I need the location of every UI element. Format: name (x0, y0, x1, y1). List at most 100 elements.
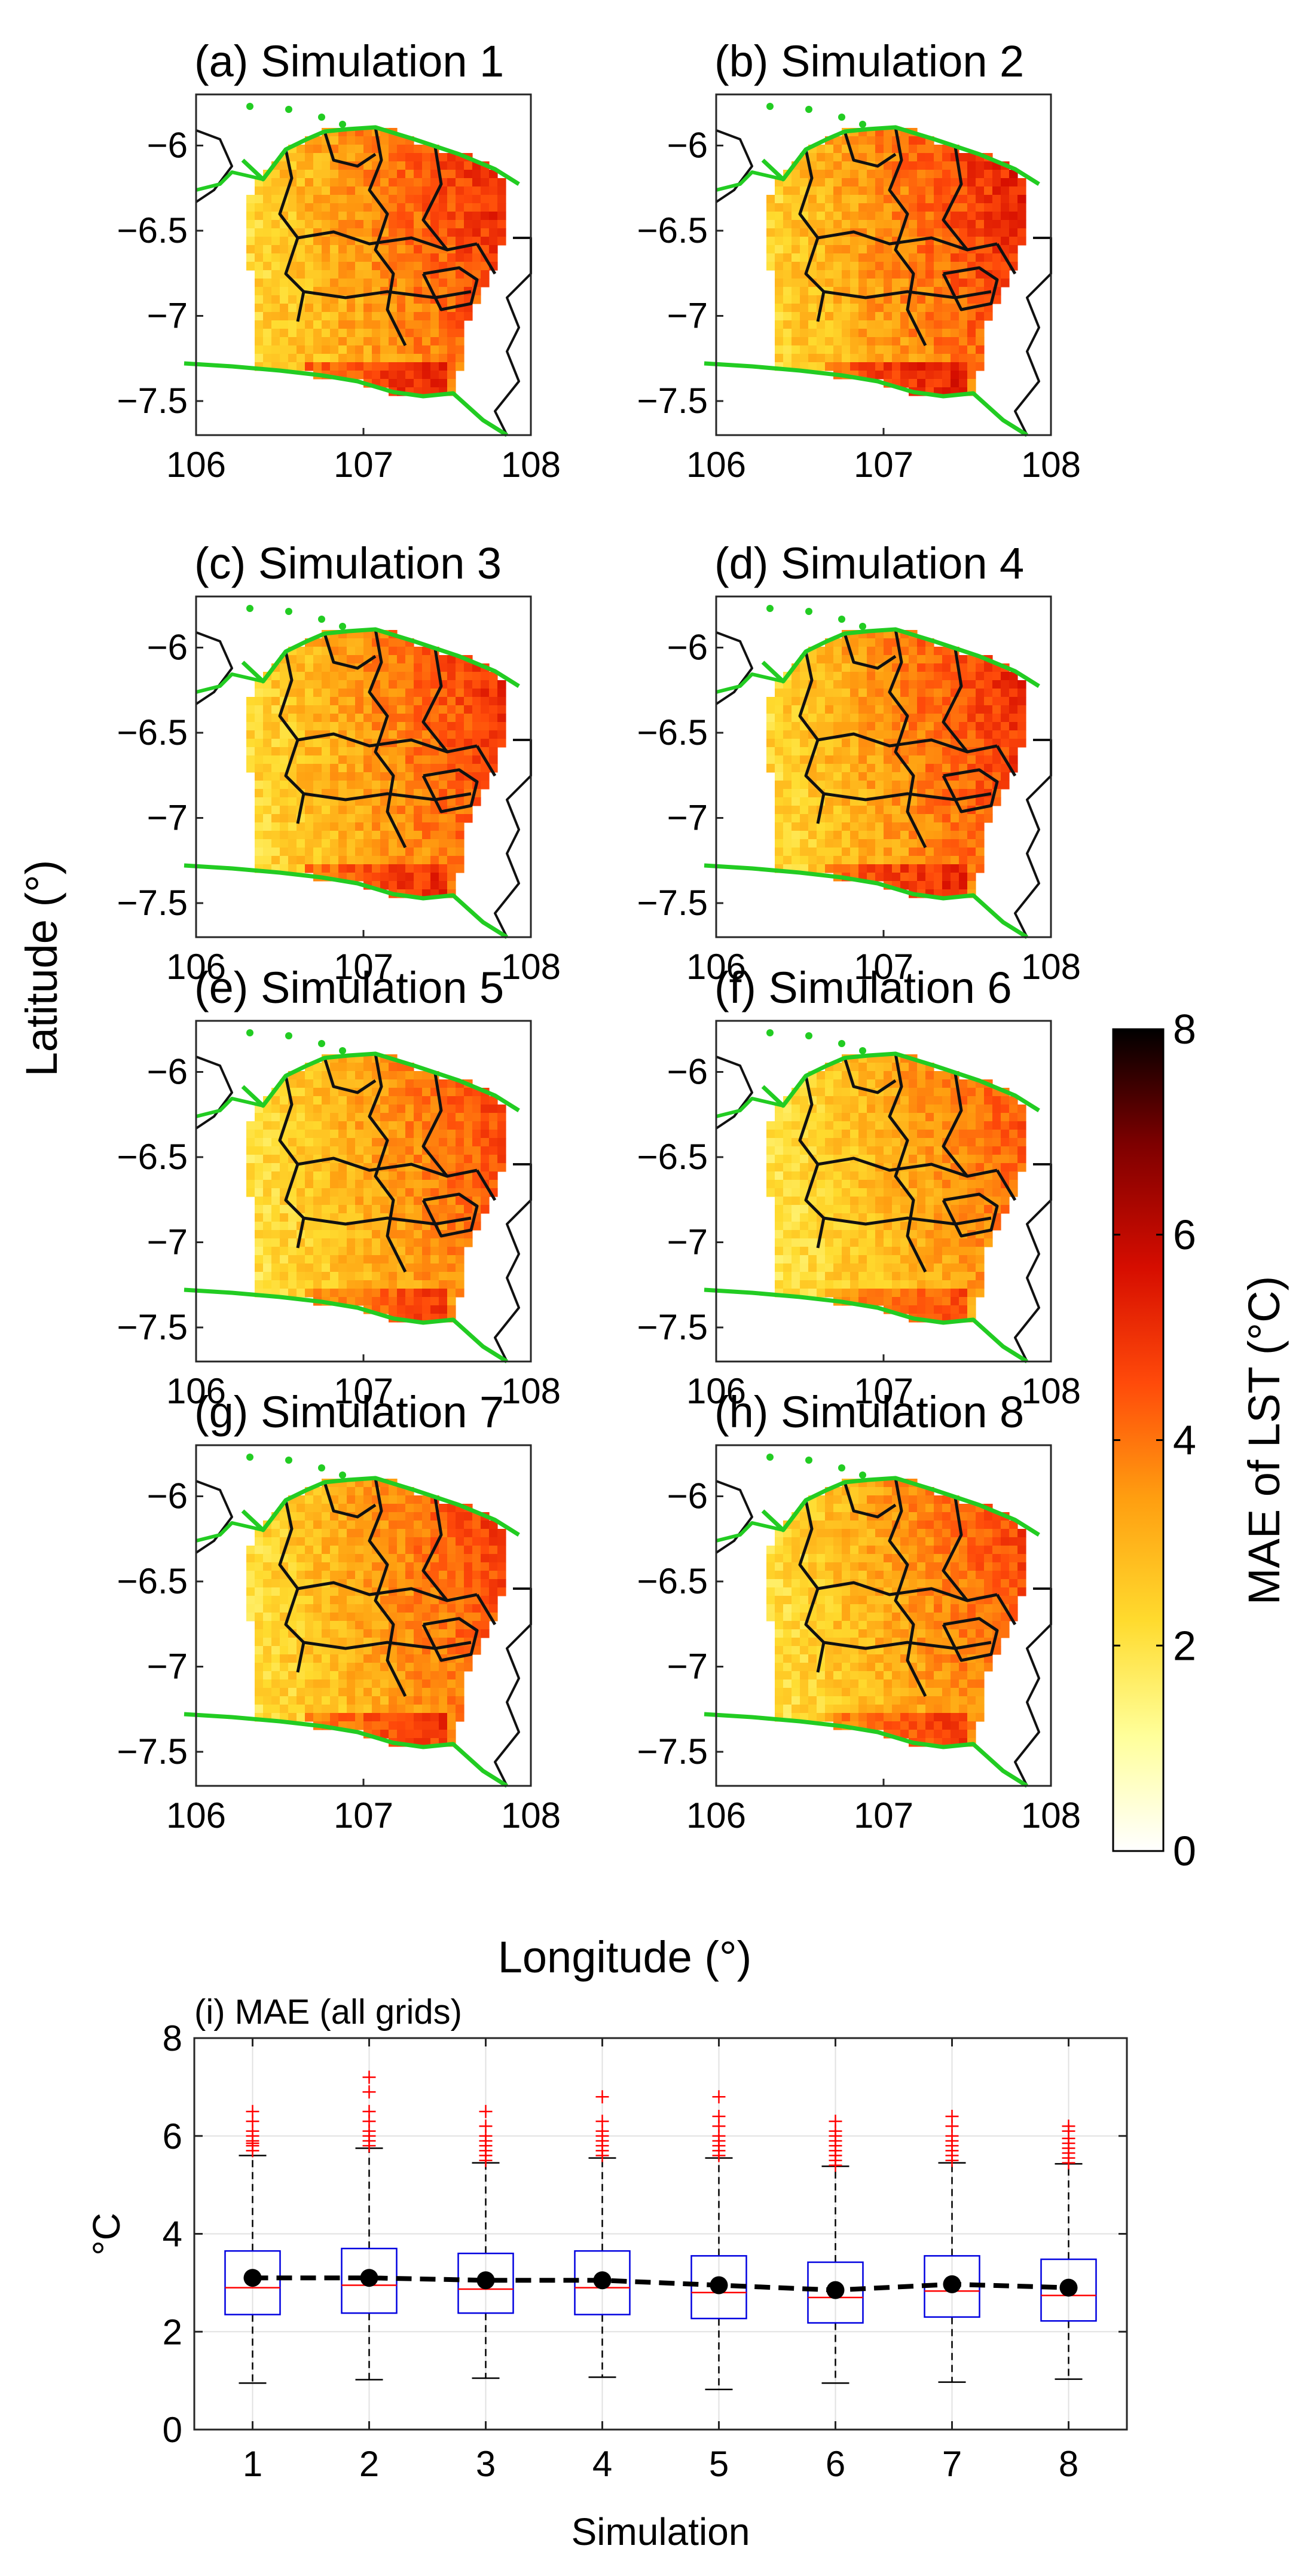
map-boundary-line (715, 1056, 753, 1130)
map-panel-title: (h) Simulation 8 (714, 1387, 1024, 1437)
map-x-tick-label: 108 (1021, 445, 1081, 485)
map-heat-cells (246, 128, 506, 396)
boxplot-y-label: °C (85, 2213, 128, 2256)
outlier-marker (595, 2090, 609, 2104)
map-x-tick-label: 106 (686, 1795, 746, 1835)
map-boundary-line (323, 1482, 377, 1519)
map-boundary-line (494, 1587, 532, 1786)
map-y-tick-label: −6.5 (637, 210, 708, 250)
map-boundary-line (241, 1051, 520, 1112)
map-y-tick-label: −7.5 (117, 1307, 188, 1347)
map-boundary-line (823, 1216, 992, 1226)
map-heat-cells (766, 128, 1026, 396)
map-boundary-line (843, 633, 897, 670)
map-boundary-line (942, 1073, 968, 1177)
map-y-tick-label: −6.5 (117, 712, 188, 752)
map-panel-title: (d) Simulation 4 (714, 539, 1024, 588)
map-panel-7: (g) Simulation 7 106 107 108 −6 −6.5 −7 −7.5 (117, 1387, 561, 1835)
map-x-tick-label: 107 (854, 947, 913, 987)
map-boundary-line (888, 1053, 927, 1273)
map-x-tick-label: 106 (166, 445, 226, 485)
map-panel-title: (f) Simulation 6 (714, 963, 1012, 1012)
box-simulation-8 (1040, 2119, 1097, 2380)
map-x-tick-label: 106 (686, 1371, 746, 1411)
map-boundary-line (995, 1593, 1017, 1626)
map-boundary-line (323, 1057, 377, 1094)
mean-point (710, 2276, 728, 2294)
map-boundary-line (761, 1051, 1040, 1112)
latitude-axis-label: Latitude (°) (17, 860, 66, 1077)
map-boundary-line (303, 1216, 472, 1226)
map-boundary-line (942, 648, 968, 753)
map-x-tick-label: 108 (1021, 1795, 1081, 1835)
map-boundary-line (195, 631, 233, 705)
map-panel-title: (e) Simulation 5 (194, 963, 504, 1012)
map-boundary-line (1014, 1163, 1052, 1362)
boxplot-x-tick-label: 2 (359, 2444, 379, 2484)
map-boundary-line (1014, 739, 1052, 938)
map-boundary-line (817, 1157, 998, 1178)
boxplot-x-tick-label: 5 (709, 2444, 729, 2484)
map-boundary-line (704, 1712, 1028, 1788)
map-y-tick-label: −6.5 (117, 1561, 188, 1601)
map-boundary-line (704, 361, 1028, 437)
boxplot-x-tick-label: 7 (942, 2444, 962, 2484)
map-boundary-line (184, 361, 508, 437)
map-heat-cells (766, 1054, 1026, 1323)
map-boundary-line (817, 1581, 998, 1602)
map-x-tick-label: 107 (854, 445, 913, 485)
boxplot-x-tick-label: 1 (243, 2444, 262, 2484)
map-boundary-line (843, 131, 897, 168)
outlier-marker (595, 2115, 609, 2128)
map-boundary-line (843, 1482, 897, 1519)
mean-point (243, 2269, 262, 2287)
boxplot-y-tick-label: 4 (163, 2214, 182, 2254)
mean-line (252, 2275, 1069, 2293)
map-boundary-line (888, 1477, 927, 1697)
map-panel-8: (h) Simulation 8 106 107 108 −6 −6.5 −7 −7.5 (637, 1387, 1081, 1835)
map-boundary-line (195, 129, 233, 203)
boxplot-y-tick-label: 0 (163, 2410, 182, 2450)
map-x-tick-label: 107 (334, 1371, 393, 1411)
map-y-tick-label: −7 (147, 1222, 188, 1262)
map-x-tick-label: 107 (854, 1371, 913, 1411)
iqr-box (690, 2255, 747, 2320)
map-boundary-line (942, 266, 999, 311)
map-boundary-line (195, 1480, 233, 1554)
map-panel-title: (b) Simulation 2 (714, 36, 1024, 86)
map-boundary-line (761, 125, 1040, 186)
map-x-tick-label: 106 (166, 1371, 226, 1411)
colorbar-label: MAE of LST (°C) (1239, 1276, 1289, 1605)
box-simulation-1 (224, 2104, 281, 2384)
boxplot-x-tick-label: 6 (826, 2444, 845, 2484)
boxplot-y-tick-label: 2 (163, 2312, 182, 2352)
map-boundary-line (995, 243, 1017, 275)
map-boundary-line (475, 1169, 497, 1201)
map-boundary-line (421, 1192, 479, 1238)
iqr-box (574, 2250, 631, 2315)
map-panel-3: (c) Simulation 3 106 107 108 −6 −6.5 −7 −7.5 (117, 539, 561, 987)
map-y-tick-label: −6 (147, 628, 188, 668)
map-panel-title: (g) Simulation 7 (194, 1387, 504, 1437)
boxplot-grid (194, 2037, 1127, 2430)
outlier-marker (362, 2104, 376, 2118)
boxplot-title: (i) MAE (all grids) (194, 1993, 462, 2032)
map-boundary-line (421, 1073, 448, 1177)
boxplot-panel: (i) MAE (all grids) 0 2 4 6 8 1 2 3 4 5 6 7 8 °C Sim… (85, 1993, 1128, 2553)
map-boundary-line (184, 863, 508, 939)
boxplot-mean-series (243, 2269, 1078, 2299)
outlier-marker (712, 2090, 726, 2104)
map-boundary-line (716, 1521, 784, 1543)
map-x-tick-label: 108 (1021, 947, 1081, 987)
map-panel-1: (a) Simulation 1 106 107 108 −6 −6.5 −7 −7.5 (117, 36, 561, 485)
map-boundary-line (716, 672, 784, 694)
colorbar-ticks: 0 2 4 6 8 (1113, 1006, 1196, 1874)
boxplot-x-tick-label: 8 (1059, 2444, 1078, 2484)
map-x-tick-label: 107 (334, 445, 393, 485)
map-y-tick-label: −7 (667, 1647, 708, 1687)
map-y-tick-label: −7 (147, 1647, 188, 1687)
map-x-tick-label: 108 (501, 1371, 561, 1411)
map-heat-cells (246, 1479, 506, 1747)
map-x-tick-label: 108 (501, 445, 561, 485)
